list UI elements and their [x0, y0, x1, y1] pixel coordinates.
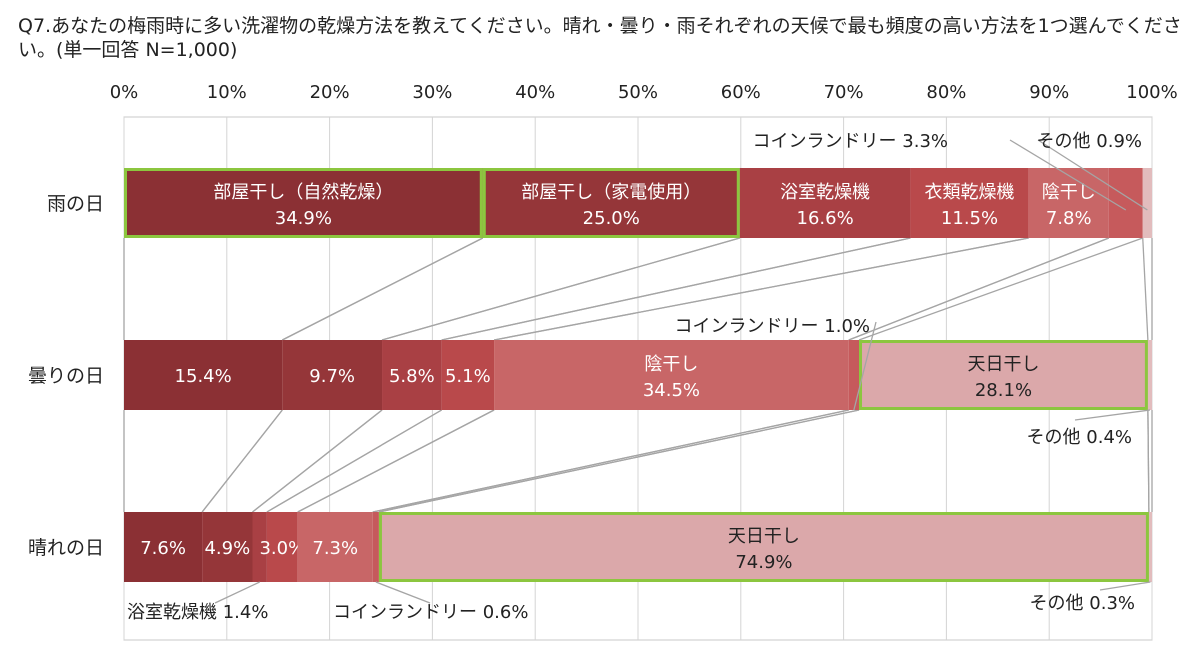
bar-segment	[739, 168, 911, 238]
annotation-label: 浴室乾燥機 1.4%	[127, 602, 268, 623]
segment-name-label: 浴室乾燥機	[780, 182, 870, 203]
x-tick-label: 40%	[515, 82, 555, 103]
annotation-label: その他 0.4%	[1027, 427, 1132, 448]
bar-segment	[482, 168, 740, 238]
segment-value-label: 34.5%	[643, 380, 700, 401]
bar-segment	[1148, 512, 1152, 582]
bar-segment	[859, 340, 1148, 410]
x-tick-label: 90%	[1029, 82, 1069, 103]
bar-segment	[282, 340, 383, 410]
highlight-box	[378, 512, 1149, 582]
series-connector-line	[282, 237, 484, 341]
annotation-label: その他 0.9%	[1037, 131, 1142, 152]
annotation-leader-line	[1037, 139, 1148, 211]
chart-title: Q7.あなたの梅雨時に多い洗濯物の乾燥方法を教えてください。晴れ・曇り・雨それぞ…	[18, 15, 1182, 61]
bar-segment	[1147, 340, 1152, 410]
annotation-label: コインランドリー 0.6%	[333, 602, 528, 623]
segment-value-label: 74.9%	[735, 552, 792, 573]
bar-segment	[297, 512, 373, 582]
annotation-leader-line	[214, 581, 260, 604]
segment-value-label: 5.8%	[389, 366, 435, 387]
segment-name-label: 天日干し	[967, 354, 1039, 375]
segment-value-label: 5.1%	[445, 366, 491, 387]
highlight-box	[859, 340, 1148, 410]
segment-value-label: 7.6%	[140, 538, 186, 559]
x-tick-label: 70%	[824, 82, 864, 103]
bar-segment	[124, 168, 483, 238]
bar-segment	[910, 168, 1029, 238]
series-connector-line	[858, 237, 1143, 341]
series-connector-line	[381, 237, 740, 341]
segment-value-label: 11.5%	[941, 208, 998, 229]
bar-segment	[266, 512, 298, 582]
series-connector-line	[848, 237, 1110, 341]
segment-value-label: 25.0%	[583, 208, 640, 229]
bar-segment	[372, 512, 379, 582]
segment-value-label: 9.7%	[309, 366, 355, 387]
bar-category-label: 雨の日	[47, 193, 104, 215]
series-connector-line	[297, 409, 495, 513]
annotation-leader-line	[1099, 581, 1151, 591]
segment-value-label: 28.1%	[975, 380, 1032, 401]
bar-segment	[382, 340, 442, 410]
segment-name-label: 衣類乾燥機	[925, 182, 1015, 203]
bar-category-label: 曇りの日	[28, 365, 104, 387]
annotation-leader-line	[375, 581, 431, 604]
segment-name-label: 天日干し	[728, 526, 800, 547]
bar-category-label: 晴れの日	[28, 537, 104, 559]
series-connector-line	[1147, 409, 1150, 513]
x-tick-label: 20%	[310, 82, 350, 103]
x-tick-label: 0%	[110, 82, 139, 103]
series-connector-line	[372, 409, 849, 513]
series-connector-line	[252, 409, 383, 513]
annotation-leader-line	[1074, 409, 1151, 421]
segment-value-label: 7.3%	[312, 538, 358, 559]
series-connector-line	[493, 237, 1029, 341]
x-tick-label: 80%	[926, 82, 966, 103]
annotation-leader-line	[1009, 139, 1127, 211]
series-connector-line	[201, 409, 283, 513]
bar-segment	[494, 340, 849, 410]
bar-segment	[202, 512, 253, 582]
segment-value-label: 15.4%	[175, 366, 232, 387]
bar-segment	[378, 512, 1149, 582]
series-connector-line	[266, 409, 442, 513]
segment-name-label: 部屋干し（自然乾燥）	[213, 182, 393, 203]
x-tick-label: 100%	[1126, 82, 1177, 103]
segment-value-label: 4.9%	[204, 538, 250, 559]
annotation-label: コインランドリー 3.3%	[753, 131, 948, 152]
bar-segment	[1142, 168, 1152, 238]
x-tick-label: 50%	[618, 82, 658, 103]
segment-name-label: 陰干し	[644, 354, 698, 375]
bar-segment	[1028, 168, 1109, 238]
highlight-box	[482, 168, 740, 238]
annotation-leader-line	[853, 321, 877, 411]
x-tick-label: 30%	[412, 82, 452, 103]
segment-name-label: 部屋干し（家電使用）	[521, 182, 701, 203]
segment-value-label: 34.9%	[275, 208, 332, 229]
segment-value-label: 7.8%	[1046, 208, 1092, 229]
segment-name-label: 陰干し	[1042, 182, 1096, 203]
series-connector-line	[378, 409, 860, 513]
bar-segment	[124, 340, 283, 410]
series-connector-line	[1142, 237, 1149, 341]
bar-segment	[441, 340, 495, 410]
series-connector-line	[441, 237, 911, 341]
segment-value-label: 16.6%	[797, 208, 854, 229]
bar-segment	[848, 340, 860, 410]
annotation-label: コインランドリー 1.0%	[675, 316, 870, 337]
bar-segment	[252, 512, 267, 582]
segment-value-label: 3.0%	[259, 538, 305, 559]
x-tick-label: 10%	[207, 82, 247, 103]
annotation-label: その他 0.3%	[1030, 593, 1135, 614]
x-tick-label: 60%	[721, 82, 761, 103]
highlight-box	[124, 168, 483, 238]
bar-segment	[124, 512, 203, 582]
